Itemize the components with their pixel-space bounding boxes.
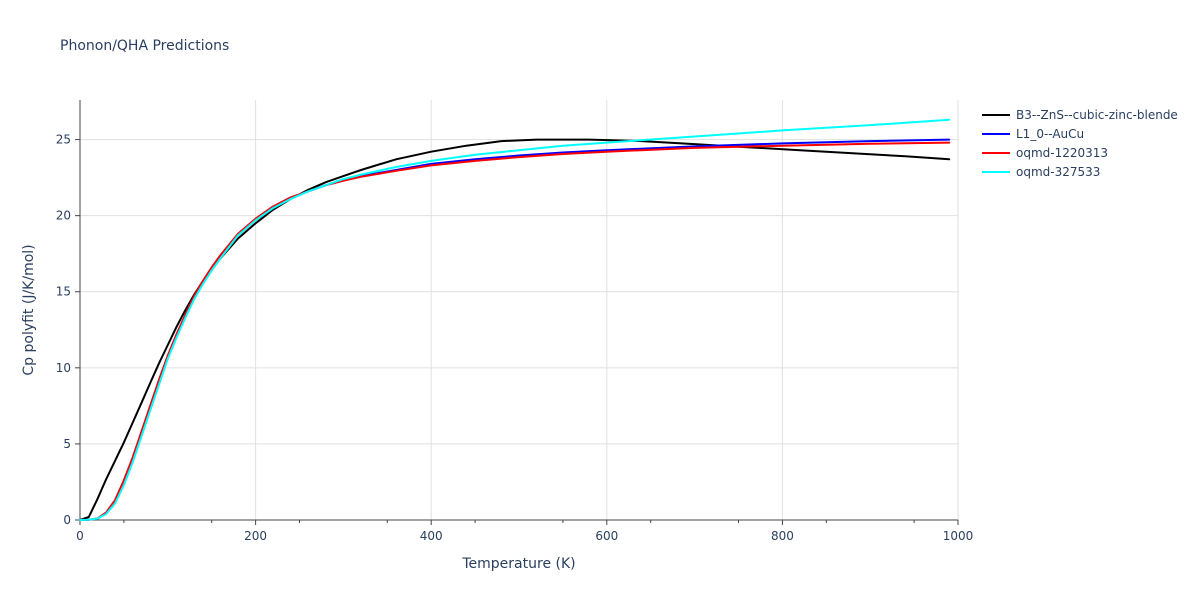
legend-label: L1_0--AuCu [1016,127,1084,141]
x-tick-label: 0 [76,529,84,543]
legend-item[interactable]: L1_0--AuCu [982,127,1084,141]
x-tick-label: 400 [420,529,443,543]
legend-item[interactable]: B3--ZnS--cubic-zinc-blende [982,108,1178,122]
legend[interactable]: B3--ZnS--cubic-zinc-blende L1_0--AuCuoqmd… [982,108,1178,179]
ticks: 0 200 400 600 800 1000 0 5 10 15 20 25 [56,133,974,543]
x-tick-label: 200 [244,529,267,543]
x-tick-label: 1000 [943,529,974,543]
axes [79,100,958,521]
series-line-oqmd-327533[interactable] [79,118,951,521]
legend-item[interactable]: oqmd-1220313 [982,146,1108,160]
y-tick-label: 20 [56,209,71,223]
legend-label: B3--ZnS--cubic-zinc-blende [1016,108,1178,122]
chart-title: Phonon/QHA Predictions [60,38,229,54]
y-tick-label: 15 [56,285,71,299]
x-tick-label: 600 [595,529,618,543]
y-axis-title: Cp polyfit (J/K/mol) [21,244,37,375]
x-tick-label: 800 [771,529,794,543]
legend-label: oqmd-327533 [1016,165,1100,179]
x-axis-title: Temperature (K) [461,556,575,572]
series-line-oqmd-1220313[interactable] [79,141,951,521]
legend-label: oqmd-1220313 [1016,146,1108,160]
series-group [79,118,951,521]
y-tick-label: 25 [56,133,71,147]
y-tick-label: 0 [63,513,71,527]
series-line-b3-zns-cubic-zinc-blende[interactable] [79,138,951,521]
y-tick-label: 10 [56,361,71,375]
y-tick-label: 5 [63,437,71,451]
legend-item[interactable]: oqmd-327533 [982,165,1100,179]
series-line-l1-0-aucu[interactable] [79,138,951,521]
grid [80,100,959,520]
